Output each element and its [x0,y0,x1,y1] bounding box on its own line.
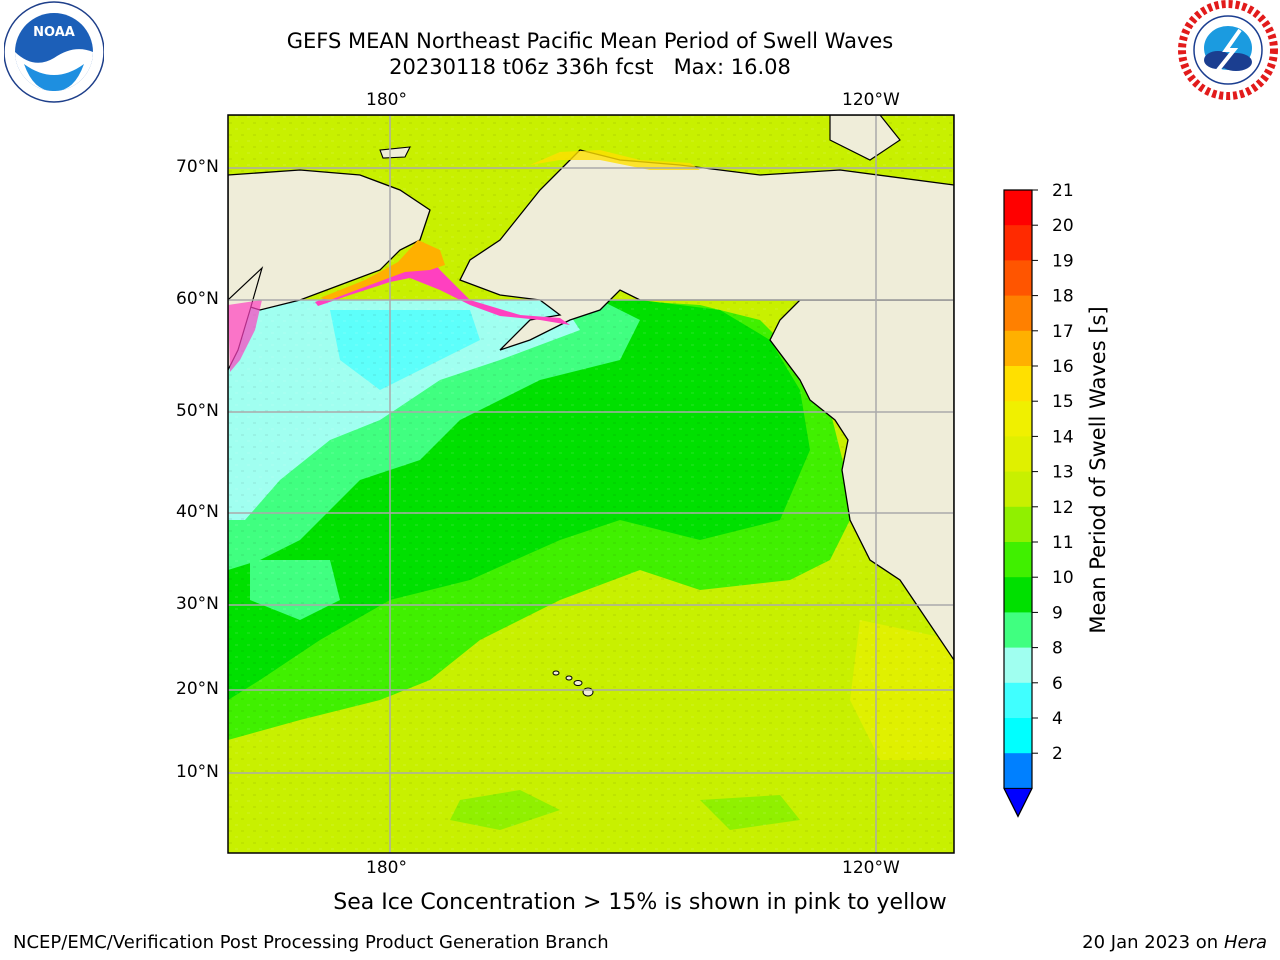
nws-logo [1178,0,1278,100]
noaa-logo-text: NOAA [33,25,75,40]
colorbar-segment [1004,718,1032,754]
lat-label-60n: 60°N [176,289,219,309]
colorbar-tick-label: 19 [1052,251,1074,271]
colorbar-segment [1004,612,1032,649]
graticule [228,115,954,853]
colorbar-segment [1004,471,1032,508]
map-frame [227,114,955,854]
lat-label-20n: 20°N [176,679,219,699]
colorbar-tick-label: 8 [1052,639,1063,659]
colorbar-segment [1004,647,1032,684]
colorbar-tick-label: 9 [1052,603,1063,623]
sea-ice-note: Sea Ice Concentration > 15% is shown in … [333,890,947,915]
map-area [228,115,954,853]
noaa-logo: NOAA [4,1,104,103]
lon-label-top-180: 180° [366,90,407,110]
colorbar-tick-label: 13 [1052,463,1074,483]
colorbar-tick-label: 21 [1052,181,1074,201]
colorbar-segment [1004,436,1032,473]
date-text: 20 Jan 2023 on [1082,932,1224,953]
colorbar-tick-label: 15 [1052,392,1074,412]
colorbar-tick-label: 18 [1052,287,1074,307]
colorbar-segment [1004,542,1032,578]
colorbar-tick-label: 12 [1052,498,1074,518]
lat-label-70n: 70°N [176,157,219,177]
colorbar-extend-triangle [1003,787,1033,818]
colorbar-segment [1004,682,1032,719]
colorbar: 21 20 19 18 17 16 15 14 13 12 11 10 9 8 6 4 2 [1003,181,1074,818]
colorbar-segment [1004,330,1032,367]
siberia-land [228,169,431,311]
colorbar-segment [1004,366,1032,402]
colorbar-tick-label: 14 [1052,427,1074,447]
lat-label-40n: 40°N [176,502,219,522]
colorbar-frame [1003,189,1033,818]
colorbar-tick-label: 4 [1052,709,1063,729]
lat-label-30n: 30°N [176,594,219,614]
map-subtitle: 20230118 t06z 336h fcst Max: 16.08 [389,55,791,79]
colorbar-segment [1004,190,1032,226]
lon-label-bottom-120w: 120°W [842,858,900,878]
colorbar-segment [1004,753,1032,789]
colorbar-segment [1004,225,1032,261]
colorbar-tick-label: 17 [1052,322,1074,342]
lat-label-50n: 50°N [176,401,219,421]
colorbar-label: Mean Period of Swell Waves [s] [1086,306,1110,634]
colorbar-segment [1004,506,1032,543]
colorbar-tick-label: 20 [1052,216,1074,236]
colorbar-segment [1004,577,1032,613]
colorbar-tick-label: 16 [1052,357,1074,377]
colorbar-segment [1004,401,1032,437]
machine-name: Hera [1223,932,1267,953]
colorbar-tick-label: 6 [1052,674,1063,694]
colorbar-tick-label: 11 [1052,533,1074,553]
map-title: GEFS MEAN Northeast Pacific Mean Period … [286,29,894,53]
branch-footer: NCEP/EMC/Verification Post Processing Pr… [13,932,609,953]
colorbar-segment [1004,260,1032,297]
lon-label-bottom-180: 180° [366,858,407,878]
colorbar-tick-label: 10 [1052,568,1074,588]
lon-label-top-120w: 120°W [842,90,900,110]
lat-label-10n: 10°N [176,762,219,782]
date-footer: 20 Jan 2023 on Hera [1082,932,1267,953]
colorbar-tick-label: 2 [1052,744,1063,764]
colorbar-segment [1004,295,1032,332]
